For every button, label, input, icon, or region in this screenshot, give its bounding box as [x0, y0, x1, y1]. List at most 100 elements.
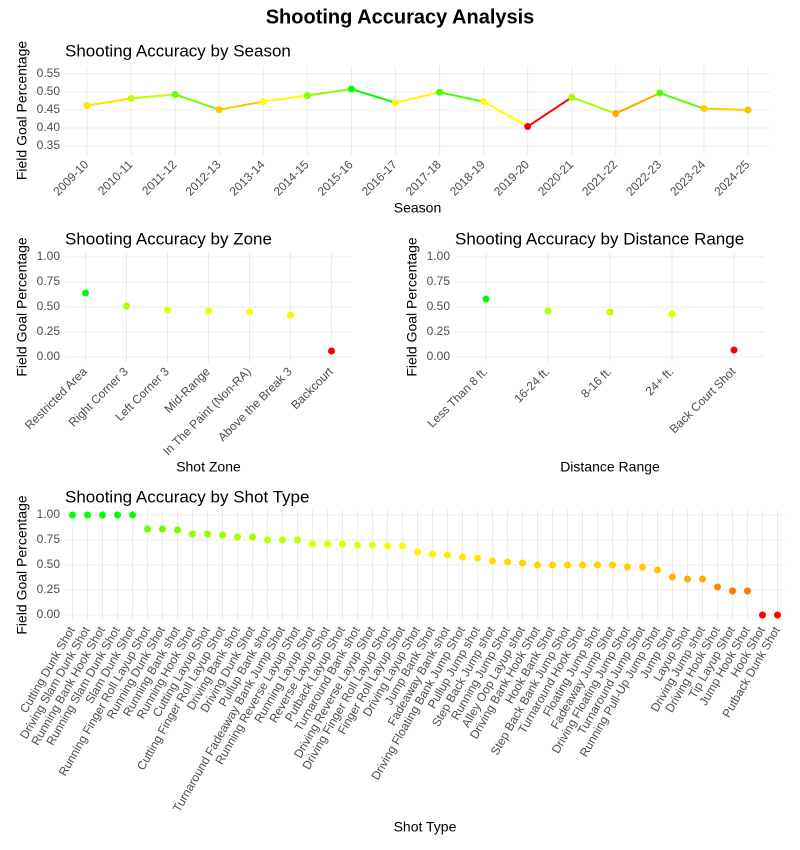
- point: [99, 511, 106, 519]
- x-tick-label: 2022-23: [623, 157, 664, 198]
- point: [668, 310, 676, 318]
- x-tick-label: Above the Break 3: [215, 364, 295, 444]
- point: [171, 90, 179, 98]
- point: [429, 550, 436, 558]
- point: [606, 308, 614, 316]
- point: [624, 563, 631, 571]
- x-tick-label: 24+ ft.: [643, 364, 677, 398]
- point: [205, 307, 212, 315]
- x-tick-label: 2023-24: [667, 157, 708, 198]
- point: [174, 526, 181, 534]
- point: [730, 346, 738, 354]
- x-tick-label: 2021-22: [579, 157, 620, 198]
- y-tick-label: 0.45: [37, 102, 61, 116]
- point: [309, 540, 316, 548]
- point: [654, 566, 661, 574]
- point: [459, 553, 466, 561]
- point: [279, 536, 286, 544]
- chart-title: Shooting Accuracy by Season: [65, 41, 291, 60]
- y-axis-title: Field Goal Percentage: [14, 495, 30, 635]
- y-tick-label: 0.35: [37, 138, 61, 152]
- y-tick-label: 1.00: [37, 507, 61, 521]
- point: [129, 511, 136, 519]
- point: [384, 542, 391, 550]
- y-axis-title: Field Goal Percentage: [14, 237, 30, 377]
- line-segment: [615, 92, 661, 115]
- point: [127, 94, 135, 102]
- point: [714, 583, 721, 591]
- line-segment: [439, 91, 484, 103]
- point: [544, 307, 552, 315]
- point: [164, 306, 171, 314]
- point: [684, 575, 691, 583]
- y-tick-label: 0.25: [37, 324, 61, 338]
- y-tick-label: 1.00: [427, 249, 451, 263]
- point: [534, 561, 541, 569]
- point: [144, 525, 151, 533]
- x-tick-label: 2016-17: [359, 157, 400, 198]
- line-segment: [219, 100, 264, 111]
- y-tick-label: 1.00: [37, 249, 61, 263]
- point: [234, 533, 241, 541]
- point: [219, 531, 226, 539]
- x-tick-label: 8-16 ft.: [578, 364, 614, 400]
- x-tick-label: 2009-10: [50, 157, 91, 198]
- line-segment: [307, 88, 352, 97]
- point: [339, 540, 346, 548]
- point: [249, 533, 256, 541]
- line-segment: [351, 88, 396, 104]
- point: [436, 88, 444, 96]
- line-segment: [395, 91, 440, 104]
- x-tick-label: Backcourt: [288, 364, 336, 412]
- point: [303, 92, 311, 100]
- point: [504, 558, 511, 566]
- y-tick-label: 0.75: [427, 274, 451, 288]
- point: [564, 561, 571, 569]
- point: [204, 530, 211, 538]
- y-tick-label: 0.50: [37, 299, 61, 313]
- point: [759, 611, 766, 619]
- line-segment: [263, 94, 308, 103]
- y-tick-label: 0.50: [37, 557, 61, 571]
- point: [391, 99, 399, 107]
- chart-title: Shooting Accuracy by Distance Range: [455, 229, 744, 248]
- x-tick-label: 2010-11: [95, 157, 136, 198]
- point: [669, 573, 676, 581]
- y-tick-label: 0.25: [37, 582, 61, 596]
- y-tick-label: 0.75: [37, 532, 61, 546]
- line-segment: [527, 96, 573, 128]
- line-segment: [571, 96, 617, 115]
- point: [414, 548, 421, 556]
- y-tick-label: 0.25: [427, 324, 451, 338]
- y-tick-label: 0.40: [37, 120, 61, 134]
- point: [264, 536, 271, 544]
- x-tick-label: Less Than 8 ft.: [424, 364, 490, 430]
- point: [774, 611, 781, 619]
- line-segment: [131, 93, 176, 100]
- point: [369, 541, 376, 549]
- y-tick-label: 0.00: [37, 349, 61, 363]
- y-tick-label: 0.50: [37, 84, 61, 98]
- point: [744, 587, 751, 595]
- point: [639, 563, 646, 571]
- point: [294, 536, 301, 544]
- point: [482, 295, 490, 303]
- x-axis-title: Shot Type: [394, 819, 457, 835]
- point: [69, 511, 76, 519]
- x-tick-label: 2014-15: [271, 157, 312, 198]
- x-tick-label: 2013-14: [227, 157, 268, 198]
- x-tick-label: 2011-12: [139, 157, 180, 198]
- x-tick-label: 2024-25: [711, 157, 752, 198]
- point: [699, 575, 706, 583]
- x-tick-label: 2015-16: [315, 157, 356, 198]
- point: [594, 561, 601, 569]
- point: [700, 105, 708, 113]
- figure-title: Shooting Accuracy Analysis: [266, 6, 535, 28]
- x-axis-title: Season: [394, 200, 441, 216]
- point: [474, 554, 481, 562]
- x-tick-label: 2017-18: [403, 157, 444, 198]
- line-segment: [703, 107, 749, 111]
- x-tick-label: 16-24 ft.: [511, 364, 552, 405]
- point: [444, 551, 451, 559]
